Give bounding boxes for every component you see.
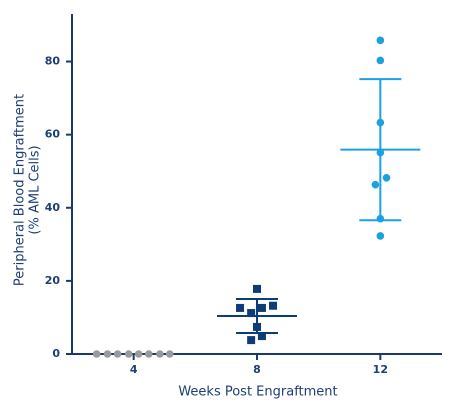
y-tick-label: 0	[52, 347, 60, 360]
x-tick-label: 8	[253, 363, 261, 376]
point	[165, 350, 174, 358]
point	[376, 232, 385, 240]
y-axis-label: (% AML Cells)	[28, 145, 43, 234]
point	[376, 36, 385, 45]
point	[257, 332, 266, 341]
point	[269, 301, 278, 310]
point	[113, 350, 122, 358]
point	[371, 180, 380, 189]
y-tick-label: 20	[45, 274, 61, 287]
point	[156, 350, 164, 358]
point	[124, 350, 133, 358]
point	[247, 336, 256, 345]
point	[382, 173, 391, 182]
point	[376, 148, 385, 157]
x-tick-label: 4	[130, 363, 138, 376]
x-tick-label: 12	[373, 363, 388, 376]
point	[253, 284, 261, 293]
y-tick-label: 60	[45, 128, 61, 141]
point	[257, 303, 266, 312]
x-axis-label: Weeks Post Engraftment	[178, 385, 337, 400]
point	[253, 322, 261, 331]
point	[103, 350, 112, 358]
y-axis-label: Peripheral Blood Engraftment	[13, 94, 28, 286]
point	[376, 214, 385, 223]
point	[144, 350, 153, 358]
point	[376, 118, 385, 127]
y-tick-label: 40	[45, 201, 61, 214]
point	[134, 350, 143, 358]
point	[247, 309, 256, 318]
point	[236, 303, 245, 312]
y-tick-label: 80	[45, 55, 61, 68]
point	[92, 350, 101, 358]
point	[376, 56, 385, 65]
